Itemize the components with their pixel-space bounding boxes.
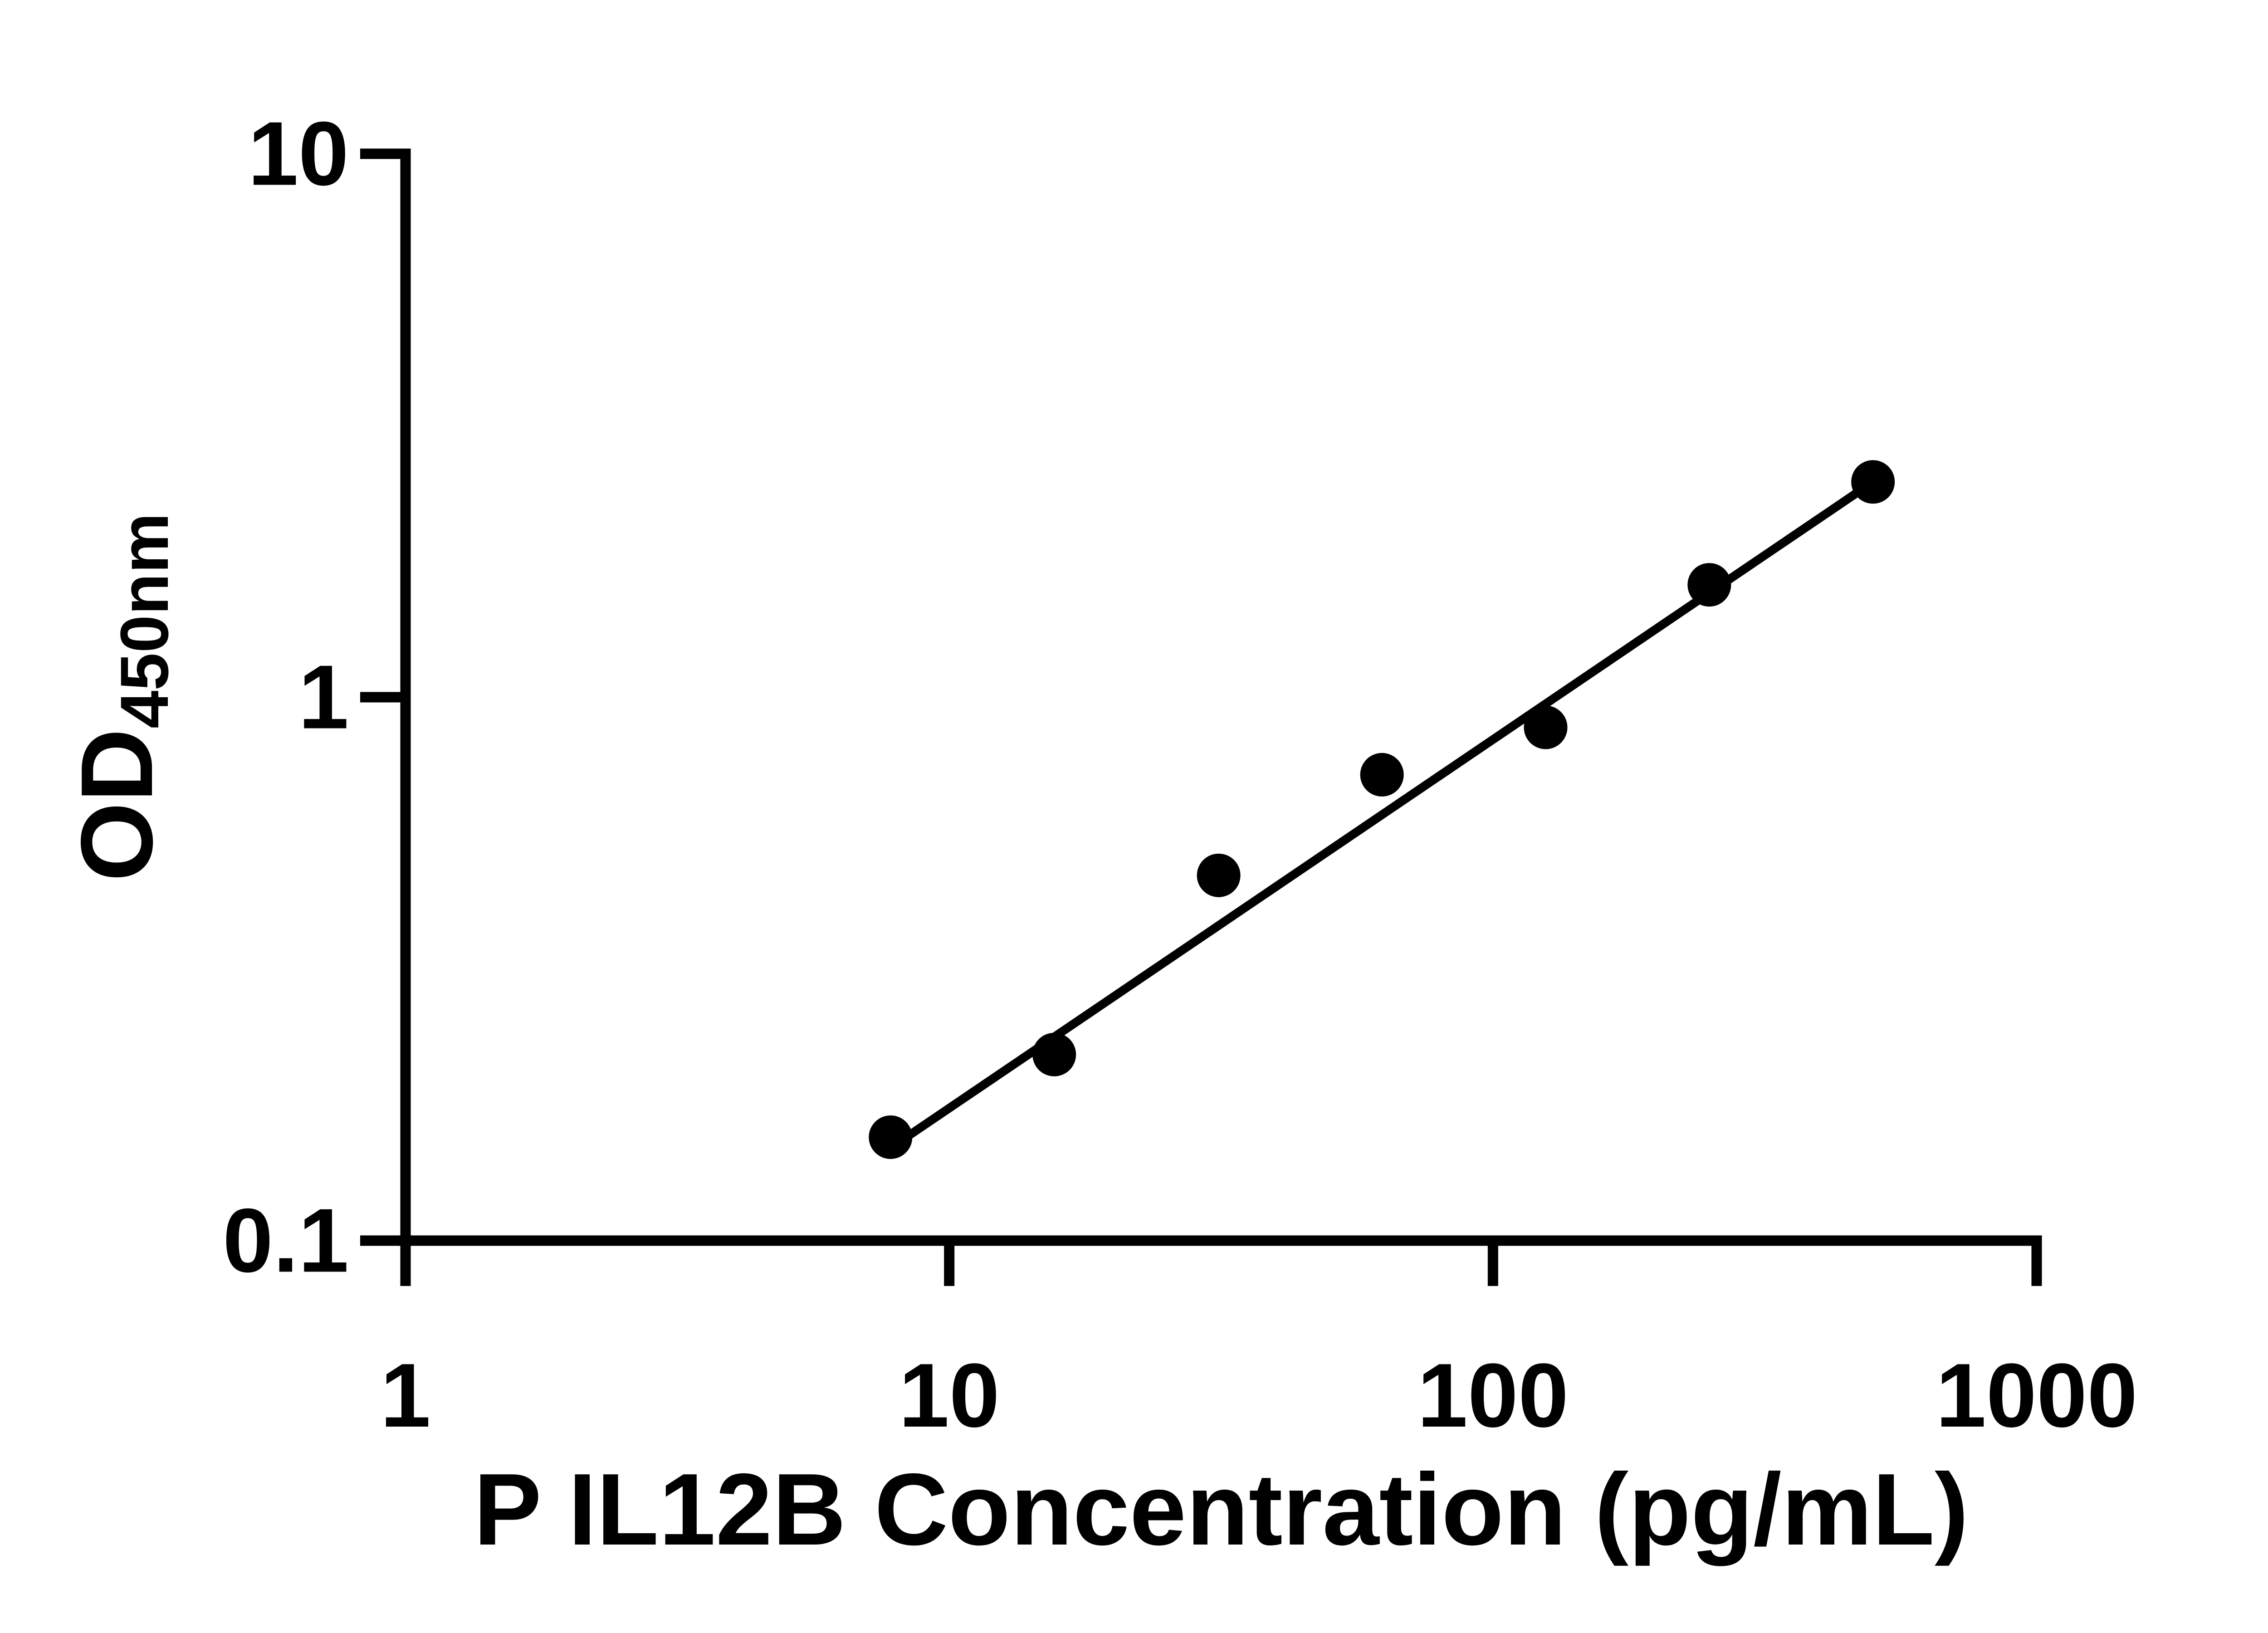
x-tick-label: 100 [1417,1345,1569,1446]
data-point [1524,705,1568,749]
y-axis-title-main: OD [59,728,174,882]
data-point [1851,460,1895,504]
y-tick-label: 10 [248,103,349,205]
y-tick-label: 0.1 [223,1190,349,1291]
y-tick-label: 1 [298,647,349,748]
data-point [1360,753,1404,797]
x-axis-title: P IL12B Concentration (pg/mL) [474,1452,1969,1566]
x-tick-label: 1 [380,1345,430,1446]
x-tick-label: 1000 [1936,1345,2138,1446]
x-tick-label: 10 [899,1345,999,1446]
data-point [1032,1032,1076,1076]
plot-layer: 0.1 1 10 1 10 100 1000 [223,103,2137,1447]
data-point [1687,563,1731,607]
data-point [869,1115,913,1159]
data-point [1197,853,1241,897]
y-axis-title: OD450nm [59,513,182,882]
y-axis-title-subscript: 450nm [106,513,182,728]
